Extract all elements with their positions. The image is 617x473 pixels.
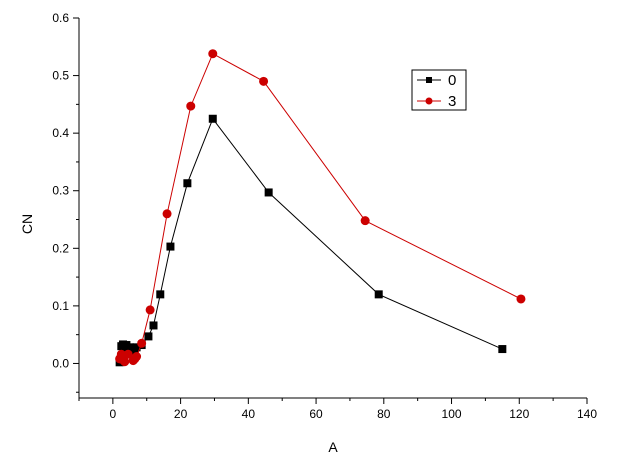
x-tick-label: 20 — [174, 407, 188, 421]
data-point-0 — [264, 188, 273, 197]
y-axis-label: CN — [19, 214, 35, 234]
y-tick-label: 0.3 — [52, 184, 69, 198]
y-tick-label: 0.5 — [52, 69, 69, 83]
data-point-0 — [144, 332, 153, 341]
legend: 0 3 — [411, 69, 467, 111]
legend-box — [411, 69, 467, 111]
x-tick-label: 80 — [377, 407, 391, 421]
x-tick-label: 40 — [242, 407, 256, 421]
data-point-3 — [208, 49, 218, 59]
legend-label-0: 0 — [448, 72, 456, 89]
data-point-3 — [162, 209, 172, 219]
data-point-3 — [145, 305, 155, 315]
series-group — [115, 49, 526, 367]
series-3 — [115, 49, 526, 367]
data-point-3 — [137, 338, 147, 348]
data-point-0 — [149, 321, 158, 330]
series-line-0 — [119, 117, 503, 363]
data-point-3 — [259, 76, 269, 86]
data-point-0 — [498, 345, 507, 354]
data-point-0 — [166, 242, 175, 251]
data-point-3 — [123, 349, 133, 359]
data-point-0 — [156, 290, 165, 299]
plot-frame — [78, 18, 587, 399]
x-tick-label: 0 — [110, 407, 117, 421]
y-tick-label: 0.1 — [52, 299, 69, 313]
data-point-3 — [516, 294, 526, 304]
x-tick-label: 60 — [309, 407, 323, 421]
y-tick-label: 0.0 — [52, 356, 69, 370]
y-tick-label: 0.4 — [52, 126, 69, 140]
x-tick-label: 120 — [509, 407, 529, 421]
data-point-0 — [374, 290, 383, 299]
data-point-3 — [186, 101, 196, 111]
y-tick-label: 0.2 — [52, 241, 69, 255]
y-tick-label: 0.6 — [52, 11, 69, 25]
data-point-0 — [183, 179, 192, 188]
legend-marker-0 — [426, 77, 432, 83]
data-point-3 — [132, 352, 142, 362]
data-point-3 — [120, 357, 130, 367]
legend-label-1: 3 — [448, 93, 456, 110]
x-tick-label: 100 — [442, 407, 462, 421]
data-point-0 — [132, 343, 141, 352]
x-ticks: 0 20 40 60 80 100 120 140 — [78, 398, 597, 421]
y-ticks: 0.0 0.1 0.2 0.3 0.4 0.5 0.6 — [52, 11, 79, 393]
data-point-0 — [208, 114, 217, 123]
data-point-3 — [360, 216, 370, 226]
x-tick-label: 140 — [577, 407, 597, 421]
x-axis-label: A — [328, 439, 338, 455]
series-0 — [115, 114, 507, 367]
legend-marker-1 — [425, 97, 433, 105]
